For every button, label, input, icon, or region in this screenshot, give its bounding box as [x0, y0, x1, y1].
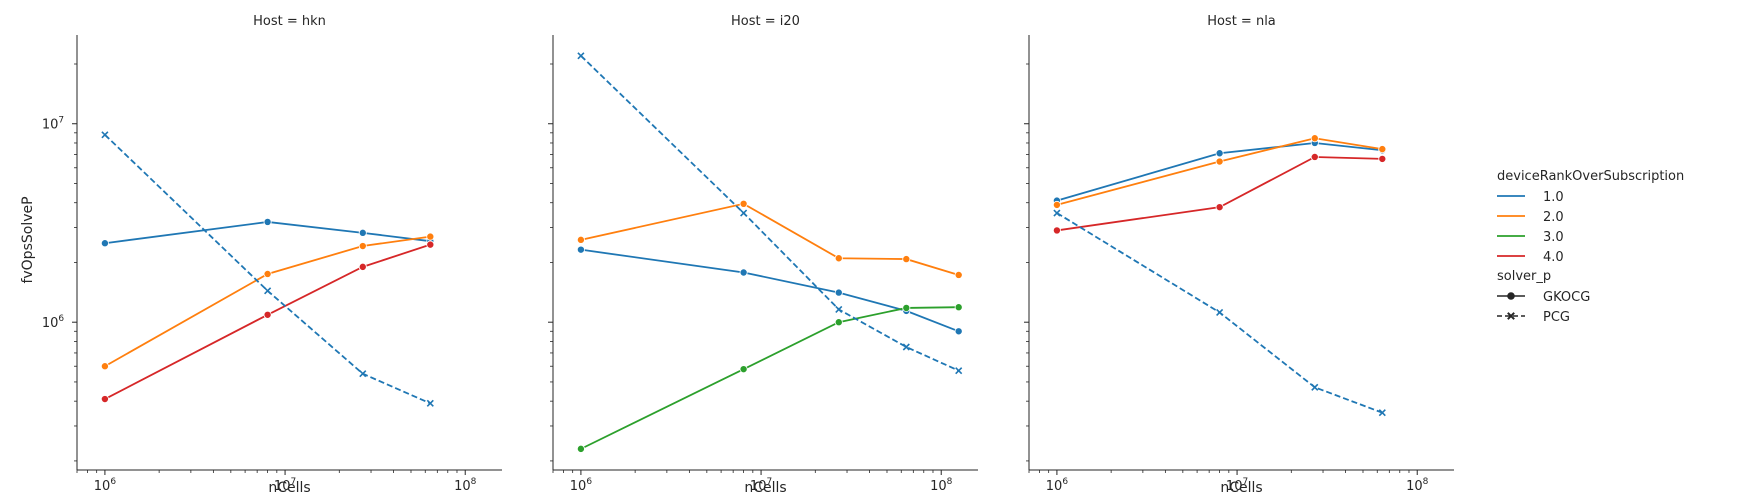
data-point-x-marker [1216, 308, 1224, 316]
data-point-circle-marker [100, 395, 109, 404]
data-point-circle-marker [739, 365, 748, 374]
data-point-x-marker [835, 305, 843, 313]
x-axis-label: nCells [1220, 480, 1262, 496]
data-point-circle-marker [1378, 145, 1387, 154]
series-line-gkocg-2.0 [104, 235, 431, 368]
series-line-pcg-1.0 [580, 55, 960, 372]
data-point-x-marker [740, 209, 748, 217]
y-tick-label: 107 [42, 116, 64, 133]
legend-entry-label: 2.0 [1543, 210, 1564, 225]
series-line-gkocg-2.0 [1056, 137, 1383, 206]
data-point-circle-marker [263, 310, 272, 319]
x-axis-label: nCells [268, 480, 310, 496]
x-tick-label: 108 [454, 477, 477, 494]
data-point-circle-marker [954, 270, 963, 279]
data-point-circle-marker [426, 232, 435, 241]
data-point-circle-marker [954, 327, 963, 336]
data-point-x-marker [101, 131, 109, 139]
data-point-x-marker [426, 399, 434, 407]
data-point-circle-marker [100, 239, 109, 248]
data-point-x-marker [955, 367, 963, 375]
x-axis-label: nCells [744, 480, 786, 496]
legend-entry-label: 1.0 [1543, 190, 1564, 205]
data-point-circle-marker [739, 199, 748, 208]
series-line-gkocg-4.0 [1056, 156, 1383, 232]
data-point-circle-marker [834, 288, 843, 297]
data-point-circle-marker [358, 242, 367, 251]
series-line-gkocg-1.0 [104, 221, 431, 245]
data-point-x-marker [1311, 383, 1319, 391]
legend-title-style: solver_p [1497, 269, 1551, 284]
data-point-circle-marker [358, 228, 367, 237]
legend-entry-label: PCG [1543, 310, 1570, 325]
data-point-x-marker [577, 52, 585, 60]
data-point-x-marker [1378, 409, 1386, 417]
series-line-gkocg-1.0 [1056, 142, 1383, 202]
data-point-circle-marker [1052, 226, 1061, 235]
legend-title-hue: deviceRankOverSubscription [1497, 169, 1684, 184]
data-point-circle-marker [263, 217, 272, 226]
y-axis-label: fvOpsSolveP [20, 196, 36, 283]
legend-marker-x [1507, 312, 1515, 320]
x-tick-label: 106 [94, 477, 117, 494]
y-tick-label: 106 [42, 314, 65, 331]
data-point-circle-marker [834, 318, 843, 327]
data-point-circle-marker [1215, 149, 1224, 158]
data-point-circle-marker [263, 269, 272, 278]
data-point-circle-marker [576, 245, 585, 254]
data-point-circle-marker [426, 240, 435, 249]
legend-entry-label: 4.0 [1543, 250, 1564, 265]
legend-entry-label: GKOCG [1543, 290, 1590, 305]
x-tick-label: 106 [570, 477, 593, 494]
data-point-circle-marker [1215, 157, 1224, 166]
data-point-circle-marker [902, 303, 911, 312]
data-point-circle-marker [576, 444, 585, 453]
x-tick-label: 108 [930, 477, 953, 494]
legend: deviceRankOverSubscription 1.0 2.0 3.0 4.0 so… [1497, 169, 1684, 325]
series-line-gkocg-4.0 [104, 243, 431, 400]
data-point-circle-marker [100, 362, 109, 371]
series-line-gkocg-1.0 [580, 248, 960, 333]
data-point-x-marker [359, 370, 367, 378]
data-point-x-marker [264, 287, 272, 295]
panel-title: Host = i20 [731, 14, 800, 29]
data-point-circle-marker [576, 235, 585, 244]
data-point-circle-marker [739, 268, 748, 277]
data-point-circle-marker [1378, 154, 1387, 163]
data-point-x-marker [902, 343, 910, 351]
legend-entry-label: 3.0 [1543, 230, 1564, 245]
data-point-circle-marker [1310, 152, 1319, 161]
data-point-circle-marker [1215, 203, 1224, 212]
data-point-circle-marker [902, 255, 911, 264]
series-line-pcg-1.0 [104, 134, 431, 405]
data-point-circle-marker [954, 303, 963, 312]
x-tick-label: 108 [1406, 477, 1429, 494]
panel-title: Host = nla [1207, 14, 1276, 29]
data-point-x-marker [1053, 209, 1061, 217]
series-line-gkocg-3.0 [580, 306, 959, 450]
data-point-circle-marker [834, 254, 843, 263]
legend-marker-circle [1507, 292, 1515, 300]
data-point-circle-marker [1310, 134, 1319, 143]
data-point-circle-marker [1052, 200, 1061, 209]
data-point-circle-marker [358, 262, 367, 271]
panel-title: Host = hkn [253, 14, 326, 29]
x-tick-label: 106 [1046, 477, 1069, 494]
series-line-pcg-1.0 [1056, 212, 1383, 414]
